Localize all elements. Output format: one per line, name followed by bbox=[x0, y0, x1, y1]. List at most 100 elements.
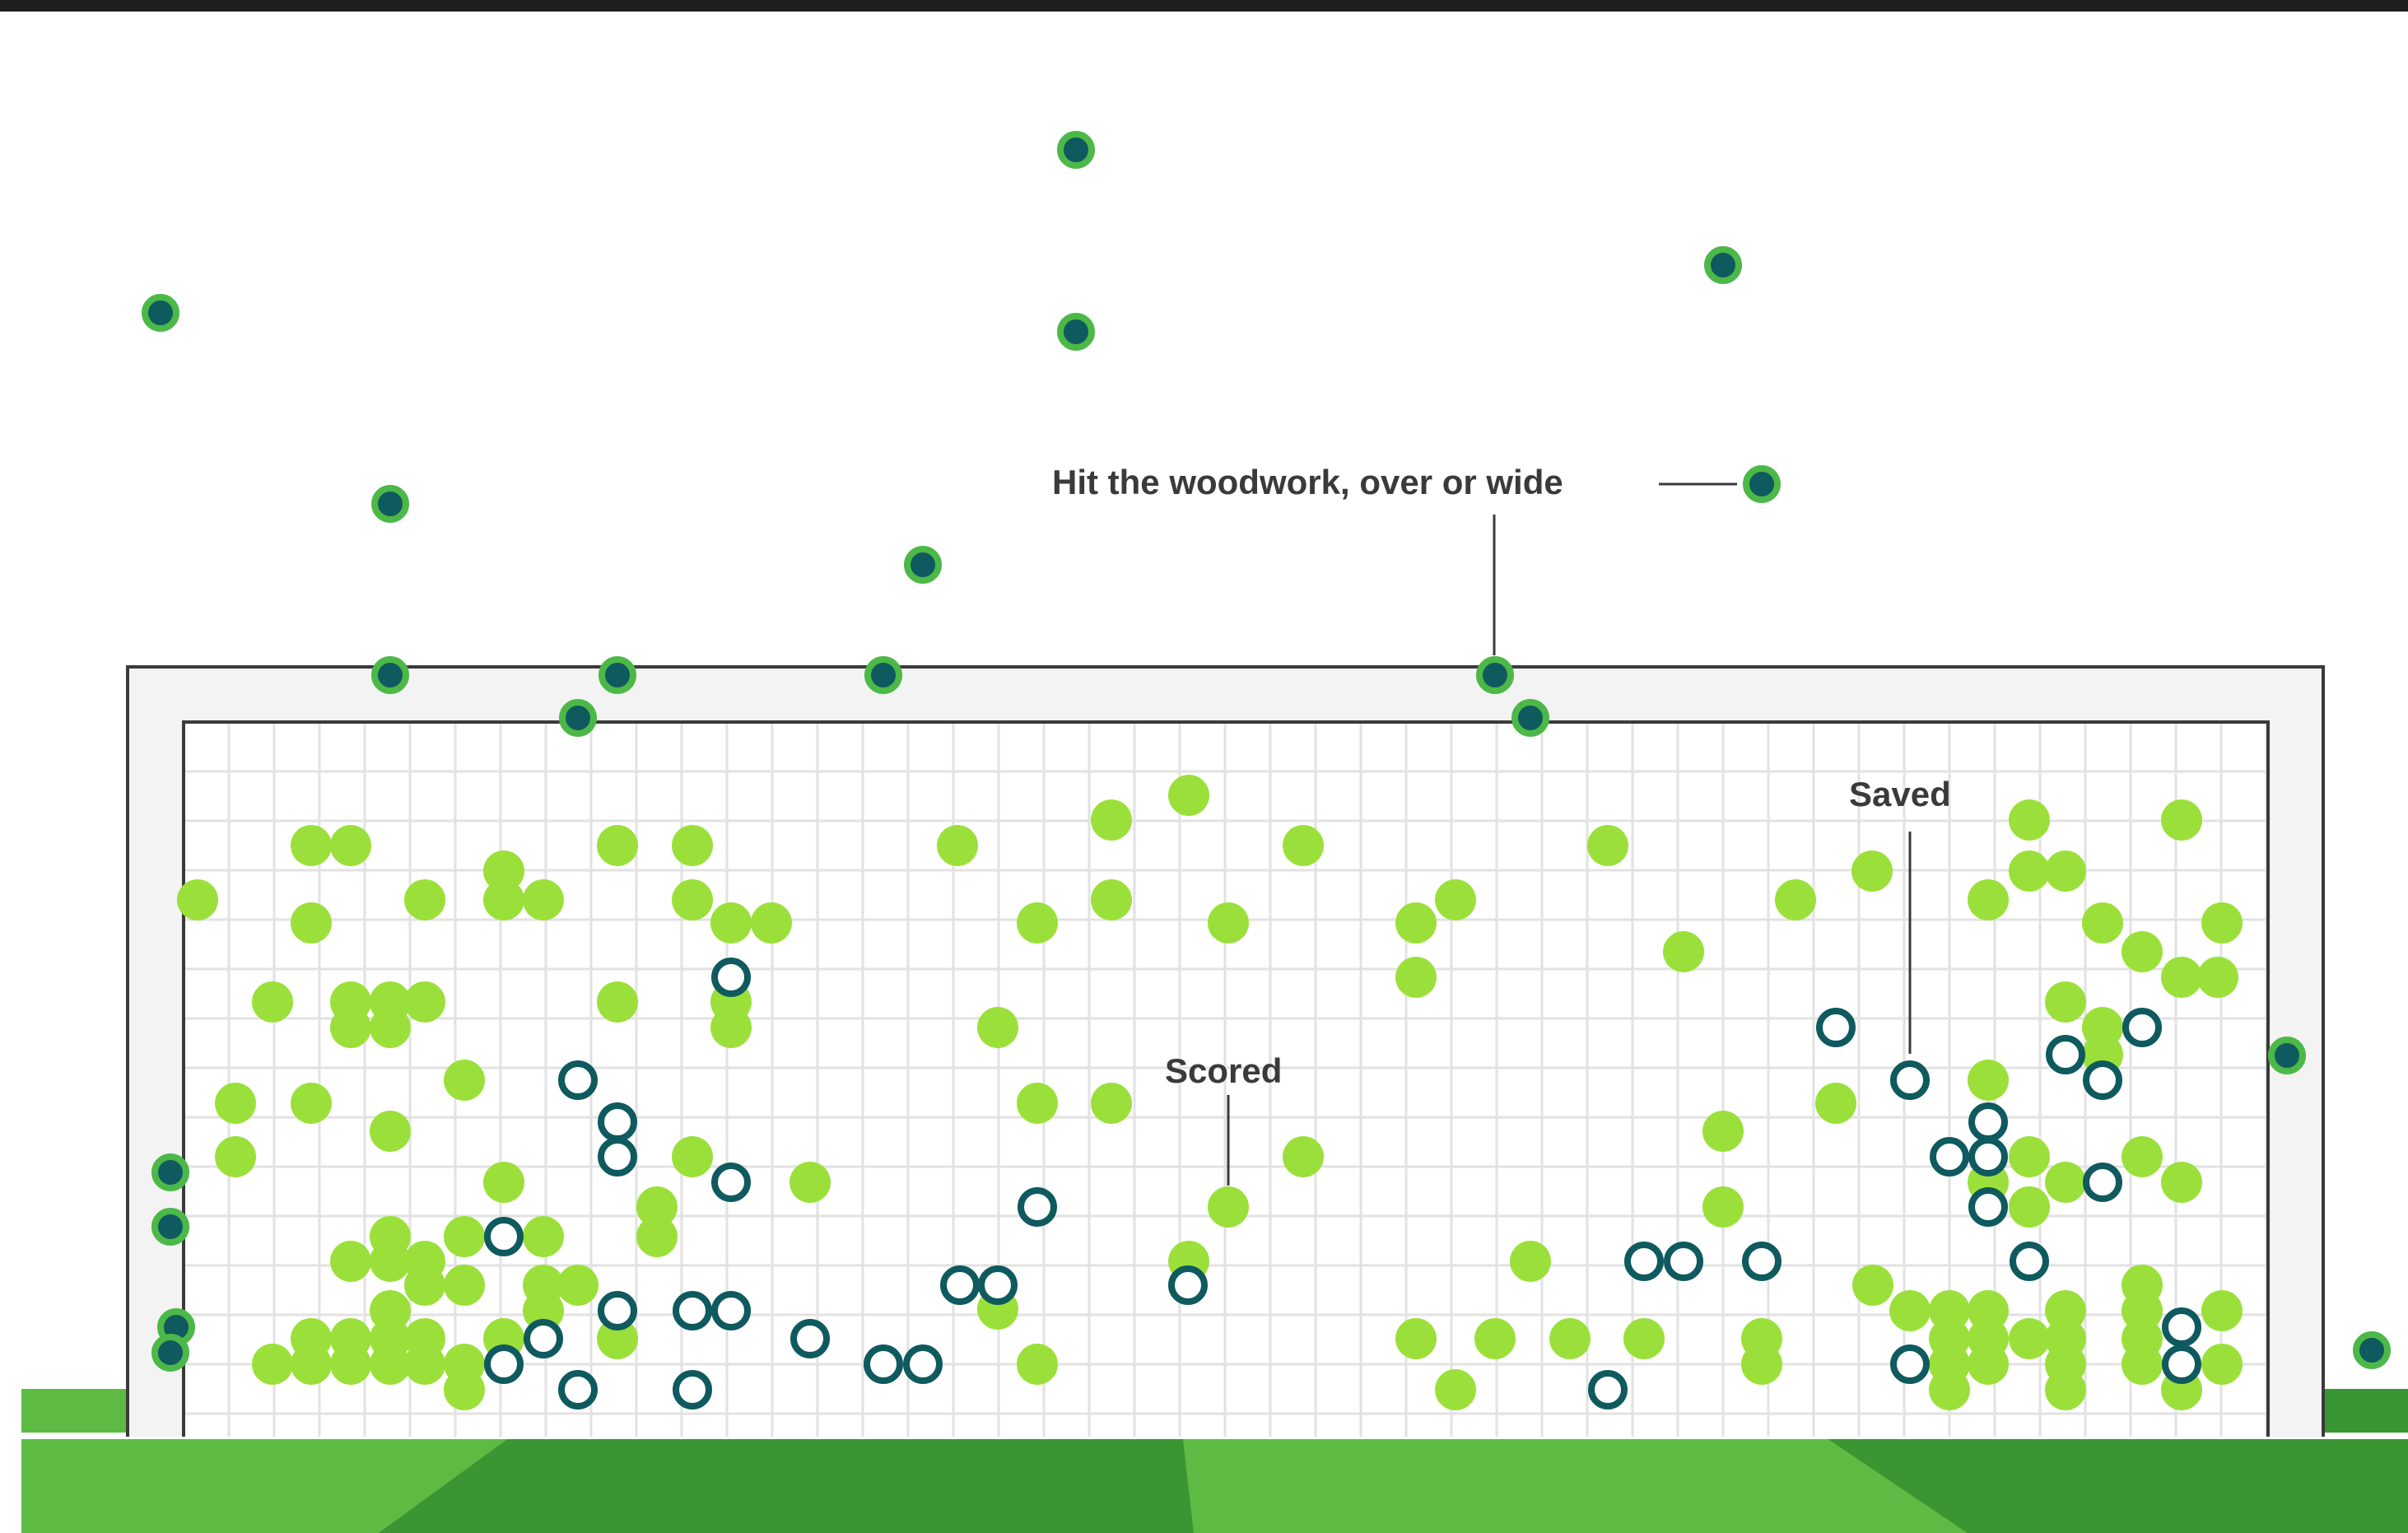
saved-shot-point bbox=[1968, 1102, 2008, 1142]
saved-shot-point bbox=[558, 1370, 598, 1410]
scored-shot-point bbox=[177, 879, 218, 920]
saved-shot-point bbox=[940, 1265, 980, 1305]
scored-shot-point bbox=[672, 825, 713, 866]
annotation-saved: Saved bbox=[1849, 775, 1951, 813]
saved-shot-point bbox=[484, 1217, 524, 1256]
scored-shot-point bbox=[370, 1241, 411, 1282]
scored-shot-point bbox=[1623, 1318, 1665, 1359]
scored-shot-point bbox=[444, 1216, 485, 1257]
scored-shot-point bbox=[1968, 1060, 2009, 1101]
woodwork-shot-point bbox=[559, 699, 597, 737]
scored-shot-point bbox=[404, 1265, 445, 1306]
woodwork-shot-point bbox=[599, 656, 636, 694]
scored-shot-point bbox=[1395, 902, 1437, 944]
woodwork-shot-point bbox=[371, 656, 409, 694]
scored-shot-point bbox=[1741, 1344, 1782, 1385]
saved-shot-point bbox=[903, 1344, 943, 1384]
scored-shot-point bbox=[2161, 957, 2202, 998]
window-top-bar bbox=[0, 0, 2408, 12]
scored-shot-point bbox=[1091, 1083, 1132, 1124]
scored-shot-point bbox=[636, 1186, 678, 1228]
scored-shot-point bbox=[523, 1290, 564, 1331]
scored-shot-point bbox=[330, 1007, 371, 1048]
scored-shot-point bbox=[2045, 1162, 2086, 1203]
scored-shot-point bbox=[2045, 1369, 2086, 1410]
saved-shot-point bbox=[864, 1344, 903, 1384]
saved-shot-point bbox=[558, 1060, 598, 1100]
woodwork-shot-point bbox=[1704, 246, 1742, 284]
scored-shot-point bbox=[1283, 1136, 1324, 1177]
saved-series bbox=[484, 958, 2201, 1410]
scored-shot-point bbox=[1474, 1318, 1516, 1359]
saved-shot-point bbox=[1742, 1242, 1782, 1281]
annotations: Hit the woodwork, over or wide Saved Sco… bbox=[1052, 463, 1951, 1186]
scored-shot-point bbox=[636, 1216, 678, 1257]
scored-shot-point bbox=[523, 879, 564, 920]
scored-shot-point bbox=[1968, 879, 2009, 920]
saved-shot-point bbox=[1890, 1344, 1930, 1384]
scored-shot-point bbox=[215, 1136, 256, 1177]
scored-shot-point bbox=[2201, 1290, 2243, 1331]
scored-series bbox=[177, 775, 2243, 1410]
scored-shot-point bbox=[1968, 1318, 2009, 1359]
scored-shot-point bbox=[2009, 850, 2050, 892]
saved-shot-point bbox=[711, 958, 751, 997]
woodwork-shot-point bbox=[151, 1334, 189, 1372]
scored-shot-point bbox=[291, 1344, 332, 1385]
scored-shot-point bbox=[977, 1007, 1018, 1048]
scored-shot-point bbox=[483, 879, 524, 920]
scored-shot-point bbox=[330, 1344, 371, 1385]
scored-shot-point bbox=[1208, 902, 1249, 944]
scored-shot-point bbox=[444, 1369, 485, 1410]
scored-shot-point bbox=[710, 902, 752, 944]
scored-shot-point bbox=[1775, 879, 1816, 920]
scored-shot-point bbox=[1395, 1318, 1437, 1359]
scored-shot-point bbox=[557, 1265, 599, 1306]
saved-shot-point bbox=[598, 1137, 637, 1177]
scored-shot-point bbox=[2045, 981, 2086, 1023]
saved-shot-point bbox=[598, 1291, 637, 1330]
saved-shot-point bbox=[484, 1344, 524, 1384]
saved-shot-point bbox=[1168, 1265, 1208, 1305]
saved-shot-point bbox=[598, 1102, 637, 1142]
scored-shot-point bbox=[2009, 1186, 2050, 1228]
scored-shot-point bbox=[1017, 1083, 1058, 1124]
woodwork-shot-point bbox=[1511, 699, 1549, 737]
saved-shot-point bbox=[1930, 1137, 1969, 1177]
scored-shot-point bbox=[215, 1083, 256, 1124]
saved-shot-point bbox=[2162, 1344, 2201, 1384]
scored-shot-point bbox=[404, 1344, 445, 1385]
scored-shot-point bbox=[597, 825, 638, 866]
scored-shot-point bbox=[2197, 957, 2238, 998]
scored-shot-point bbox=[751, 902, 792, 944]
saved-shot-point bbox=[673, 1370, 712, 1410]
saved-shot-point bbox=[711, 1291, 751, 1330]
scored-shot-point bbox=[672, 879, 713, 920]
scored-shot-point bbox=[1435, 1369, 1476, 1410]
saved-shot-point bbox=[1968, 1137, 2008, 1177]
scored-shot-point bbox=[2201, 902, 2243, 944]
saved-shot-point bbox=[1018, 1187, 1057, 1227]
saved-shot-point bbox=[1664, 1242, 1703, 1281]
woodwork-shot-point bbox=[1743, 465, 1781, 503]
saved-shot-point bbox=[524, 1319, 563, 1358]
scored-shot-point bbox=[2082, 902, 2123, 944]
scored-shot-point bbox=[1091, 879, 1132, 920]
scored-shot-point bbox=[1815, 1083, 1856, 1124]
scored-shot-point bbox=[483, 1162, 524, 1203]
saved-shot-point bbox=[1968, 1187, 2008, 1227]
saved-shot-point bbox=[2046, 1035, 2085, 1074]
scored-shot-point bbox=[330, 1241, 371, 1282]
scored-shot-point bbox=[252, 981, 293, 1023]
scored-shot-point bbox=[483, 850, 524, 892]
scored-shot-point bbox=[1435, 879, 1476, 920]
scored-shot-point bbox=[444, 1265, 485, 1306]
woodwork-shot-point bbox=[2353, 1331, 2391, 1369]
woodwork-shot-point bbox=[142, 294, 179, 332]
scored-shot-point bbox=[291, 902, 332, 944]
scored-shot-point bbox=[252, 1344, 293, 1385]
saved-shot-point bbox=[711, 1163, 751, 1202]
woodwork-shot-point bbox=[1476, 656, 1514, 694]
scored-shot-point bbox=[370, 1111, 411, 1152]
